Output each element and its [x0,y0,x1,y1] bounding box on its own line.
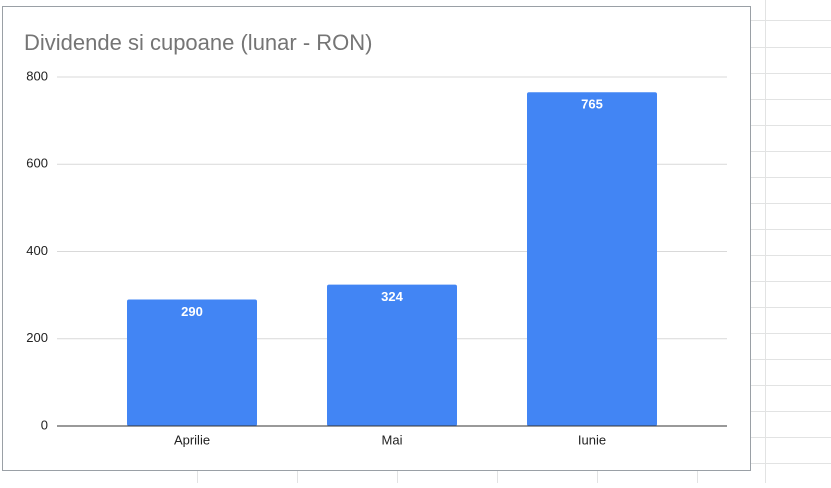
y-tick-label: 800 [26,68,48,83]
bar [527,92,657,426]
x-tick-label: Mai [382,432,403,447]
y-tick-label: 600 [26,156,48,171]
data-label: 290 [181,304,203,319]
chart-title: Dividende si cupoane (lunar - RON) [24,30,373,55]
data-label: 765 [581,97,603,112]
x-tick-label: Iunie [578,432,606,447]
y-tick-label: 200 [26,330,48,345]
y-tick-label: 400 [26,243,48,258]
x-tick-label: Aprilie [174,432,210,447]
y-tick-label: 0 [41,417,48,432]
data-label: 324 [381,289,403,304]
bar [327,285,457,426]
